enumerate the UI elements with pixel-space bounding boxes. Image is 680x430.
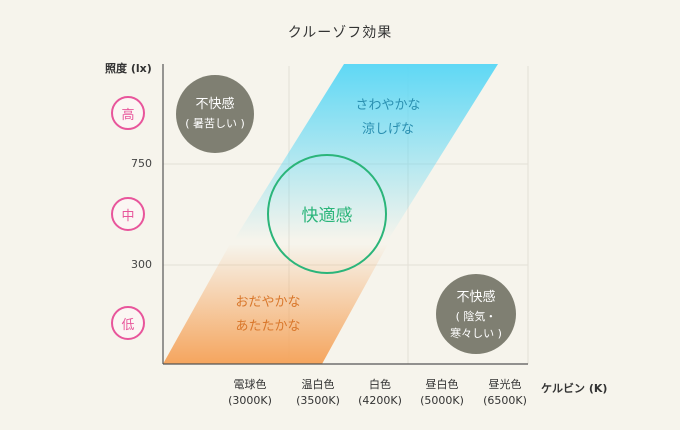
uncomfortable-dim-line3: 寒々しい ) — [450, 326, 502, 340]
cool-label-line2: 涼しげな — [362, 122, 414, 137]
x-tick-value: (3500K) — [296, 394, 340, 407]
x-tick-name: 白色 — [369, 378, 391, 391]
uncomfortable-dim-circle — [436, 274, 516, 354]
x-tick-name: 昼光色 — [488, 378, 522, 391]
x-tick-3000k: 電球色 (3000K) — [210, 377, 290, 409]
x-tick-name: 電球色 — [233, 378, 267, 391]
uncomfortable-dim-line2: ( 陰気・ — [456, 309, 497, 323]
comfort-label: 快適感 — [302, 206, 353, 226]
level-high-badge: 高 — [111, 96, 145, 130]
comfort-circle — [267, 154, 387, 274]
x-tick-name: 昼白色 — [425, 378, 459, 391]
chart-title: クルーゾフ効果 — [287, 25, 393, 41]
level-low-badge: 低 — [111, 306, 145, 340]
x-tick-name: 温白色 — [301, 378, 335, 391]
x-tick-6500k: 昼光色 (6500K) — [465, 377, 545, 409]
x-tick-5000k: 昼白色 (5000K) — [402, 377, 482, 409]
y-tick-750: 750 — [131, 157, 152, 170]
x-axis-label: ケルビン (K) — [541, 382, 608, 395]
uncomfortable-hot-line1: 不快感 — [195, 96, 234, 112]
x-tick-value: (6500K) — [483, 394, 527, 407]
y-tick-300: 300 — [131, 258, 152, 271]
cool-label-line1: さわやかな — [355, 98, 420, 113]
level-mid-badge: 中 — [111, 197, 145, 231]
warm-band — [163, 244, 388, 364]
uncomfortable-dim-line1: 不快感 — [456, 289, 495, 305]
warm-label-line1: おだやかな — [235, 295, 300, 310]
uncomfortable-hot-line2: ( 暑苦しい ) — [185, 117, 245, 130]
uncomfortable-hot-circle — [176, 75, 254, 153]
y-axis-label: 照度 (lx) — [105, 62, 152, 75]
x-tick-value: (3000K) — [228, 394, 272, 407]
x-tick-4200k: 白色 (4200K) — [340, 377, 420, 409]
x-tick-3500k: 温白色 (3500K) — [278, 377, 358, 409]
x-tick-value: (5000K) — [420, 394, 464, 407]
cool-band — [234, 64, 498, 240]
warm-label-line2: あたたかな — [235, 319, 300, 334]
x-tick-value: (4200K) — [358, 394, 402, 407]
